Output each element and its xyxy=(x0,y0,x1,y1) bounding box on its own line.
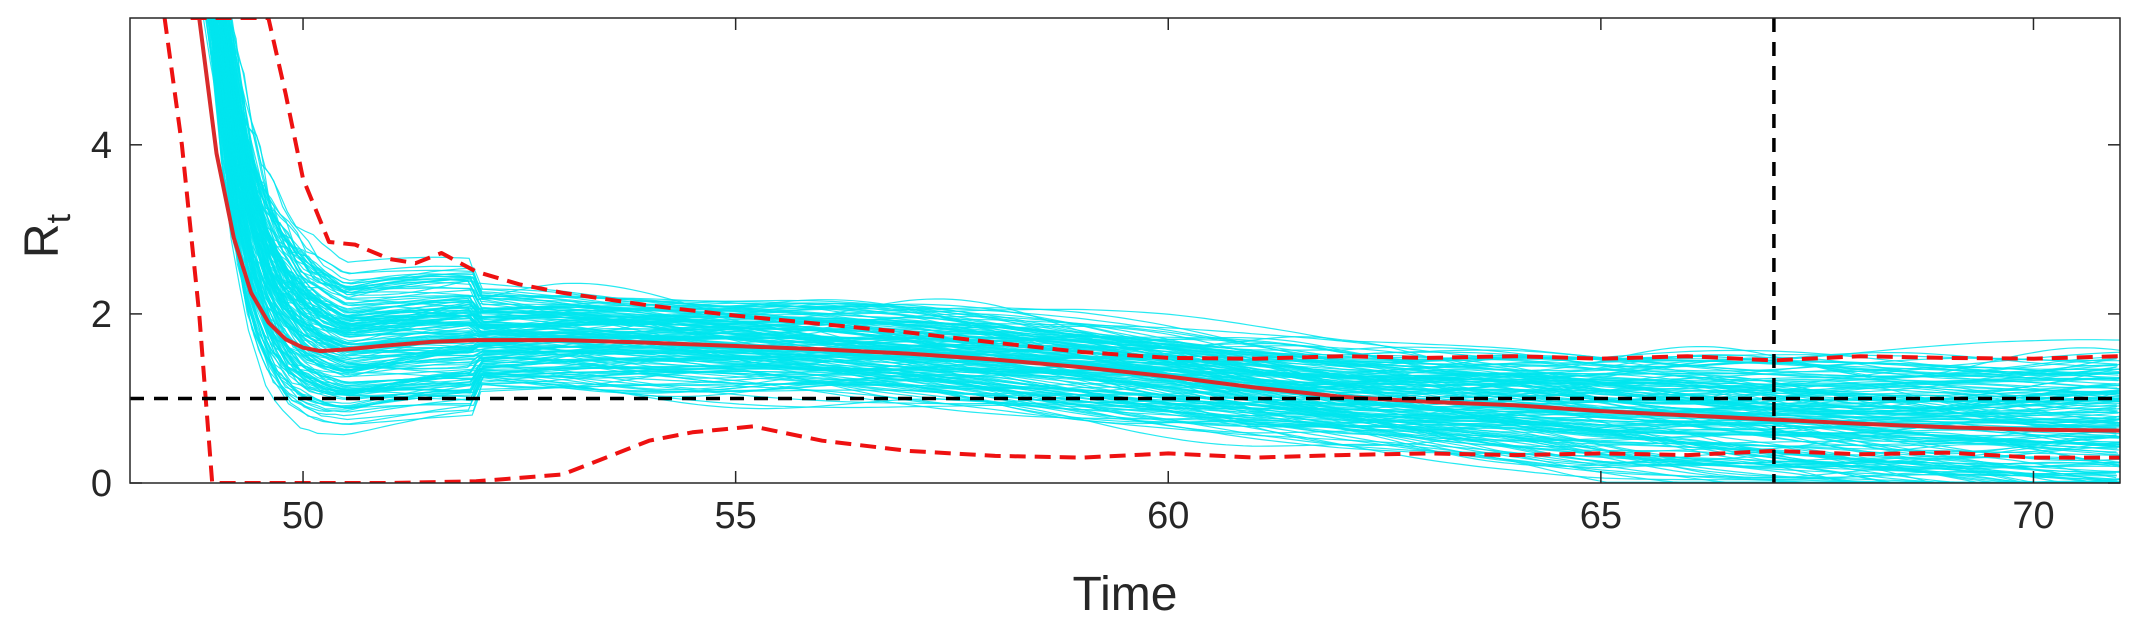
upper-bound-line xyxy=(190,18,2120,363)
x-tick-label: 55 xyxy=(715,495,757,537)
sample-line xyxy=(228,18,2118,368)
y-axis-ticks: 0 2 4 xyxy=(91,125,2120,505)
sample-line xyxy=(223,18,2119,412)
x-axis-ticks: 50 55 60 65 70 xyxy=(282,18,2055,537)
summary-series xyxy=(162,18,2120,483)
sample-line xyxy=(224,18,2120,362)
lower-bound-line xyxy=(162,18,2120,483)
sample-line xyxy=(209,18,2120,483)
y-tick-label: 0 xyxy=(91,463,112,505)
y-axis-label-main: R xyxy=(16,223,69,258)
y-axis-label-subscript: t xyxy=(40,213,78,223)
y-axis-label: Rt xyxy=(16,213,78,258)
sample-line xyxy=(211,18,2120,464)
sample-line xyxy=(212,18,2117,479)
y-tick-label: 2 xyxy=(91,294,112,336)
sample-line xyxy=(213,23,2118,448)
sample-line xyxy=(215,18,2118,402)
x-tick-label: 60 xyxy=(1147,495,1189,537)
x-axis-label: Time xyxy=(1073,568,1178,621)
sample-line xyxy=(208,18,2119,451)
median-line xyxy=(197,18,2120,433)
sample-line xyxy=(209,18,2120,468)
sample-line xyxy=(227,18,2120,375)
svg-text:Rt: Rt xyxy=(16,213,78,258)
sample-line xyxy=(219,18,2120,439)
sample-line xyxy=(218,18,2117,410)
sample-line xyxy=(214,18,2117,421)
sample-line xyxy=(231,18,2117,378)
sample-line xyxy=(206,18,2118,483)
sample-line xyxy=(227,18,2120,378)
sample-line xyxy=(215,18,2117,447)
sample-line xyxy=(209,18,2120,480)
x-tick-label: 50 xyxy=(282,495,324,537)
plot-frame xyxy=(129,17,2121,484)
y-tick-label: 4 xyxy=(91,125,112,167)
sample-line xyxy=(219,18,2120,393)
x-tick-label: 70 xyxy=(2012,495,2054,537)
reference-lines xyxy=(130,18,2120,483)
x-tick-label: 65 xyxy=(1580,495,1622,537)
sample-line xyxy=(212,76,2117,483)
